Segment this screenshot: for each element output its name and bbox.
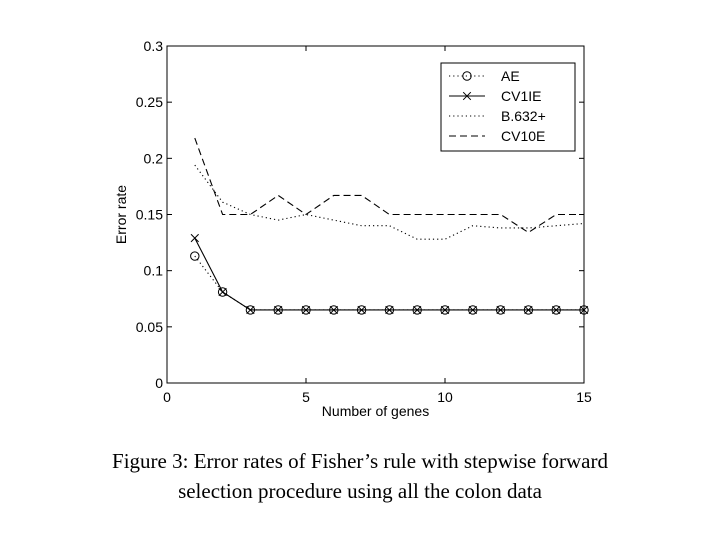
series-line	[194, 237, 584, 311]
legend-entry: CV10E	[449, 128, 545, 144]
data-point-x-stroke	[462, 91, 472, 101]
data-point-x-stroke	[385, 305, 394, 315]
caption-line-1: Figure 3: Error rates of Fisher’s rule w…	[112, 449, 608, 473]
data-point-x	[190, 233, 199, 243]
data-point-x-stroke	[552, 305, 561, 315]
legend-entry: CV1IE	[449, 88, 541, 104]
series-line	[194, 137, 584, 234]
data-point-x-stroke	[301, 305, 311, 315]
data-point-x	[496, 305, 505, 315]
data-point-x-stroke	[329, 305, 338, 315]
data-point-x	[246, 305, 255, 315]
legend-entry: B.632+	[449, 108, 546, 124]
data-point-x-stroke	[440, 305, 450, 315]
data-point-circle	[190, 251, 200, 261]
data-point-x	[524, 305, 533, 315]
y-tick-label: 0.05	[136, 319, 163, 335]
data-point-x	[440, 305, 450, 315]
data-point-x	[274, 305, 283, 315]
legend-entry: AE	[449, 68, 520, 84]
y-tick-label: 0	[155, 375, 163, 391]
data-point-x-stroke	[246, 305, 255, 315]
legend: AE CV1IE B.632+ CV10E	[440, 62, 576, 152]
ticks: 0 5 10 15 0 0.05 0.1 0.15 0.2 0.25 0.3	[136, 38, 592, 405]
data-point-x-stroke	[579, 305, 589, 315]
data-point-x-stroke	[496, 305, 505, 315]
data-point-x	[468, 305, 477, 315]
data-point-x	[579, 305, 589, 315]
series-ae	[190, 251, 589, 315]
figure-caption: Figure 3: Error rates of Fisher’s rule w…	[40, 446, 680, 506]
x-axis-label: Number of genes	[322, 403, 429, 419]
series-line	[194, 255, 584, 311]
caption-line-2: selection procedure using all the colon …	[178, 479, 542, 503]
y-tick-label: 0.3	[144, 38, 164, 54]
y-tick-label: 0.15	[136, 207, 163, 223]
data-point-x-stroke	[190, 233, 199, 243]
data-point-x	[552, 305, 561, 315]
x-tick-label: 0	[163, 389, 171, 405]
data-point-x	[301, 305, 311, 315]
data-point-x-stroke	[274, 305, 283, 315]
data-point-x	[413, 305, 422, 315]
y-tick-label: 0.2	[144, 150, 164, 166]
x-tick-label: 10	[437, 389, 453, 405]
data-point-x-stroke	[218, 287, 227, 297]
data-point-x	[357, 305, 366, 315]
series-cv1ie	[190, 233, 589, 315]
legend-label: B.632+	[501, 108, 546, 124]
data-point-circle	[217, 287, 228, 297]
data-point-circle	[462, 71, 472, 81]
data-point-x	[385, 305, 394, 315]
data-point-x	[329, 305, 338, 315]
series-layer	[190, 137, 589, 315]
series-b-632-	[194, 164, 585, 240]
y-axis-label: Error rate	[113, 185, 129, 244]
data-point-x	[218, 287, 227, 297]
data-point-x	[462, 91, 472, 101]
data-point-x-stroke	[468, 305, 477, 315]
series-cv10e	[194, 137, 584, 234]
series-line	[194, 164, 585, 240]
data-point-x-stroke	[524, 305, 533, 315]
legend-label: AE	[501, 68, 520, 84]
legend-label: CV10E	[501, 128, 545, 144]
x-tick-label: 15	[576, 389, 592, 405]
data-point-x-stroke	[413, 305, 422, 315]
y-tick-label: 0.1	[144, 263, 164, 279]
data-point-x-stroke	[357, 305, 366, 315]
legend-label: CV1IE	[501, 88, 541, 104]
x-tick-label: 5	[302, 389, 310, 405]
y-tick-label: 0.25	[136, 94, 163, 110]
